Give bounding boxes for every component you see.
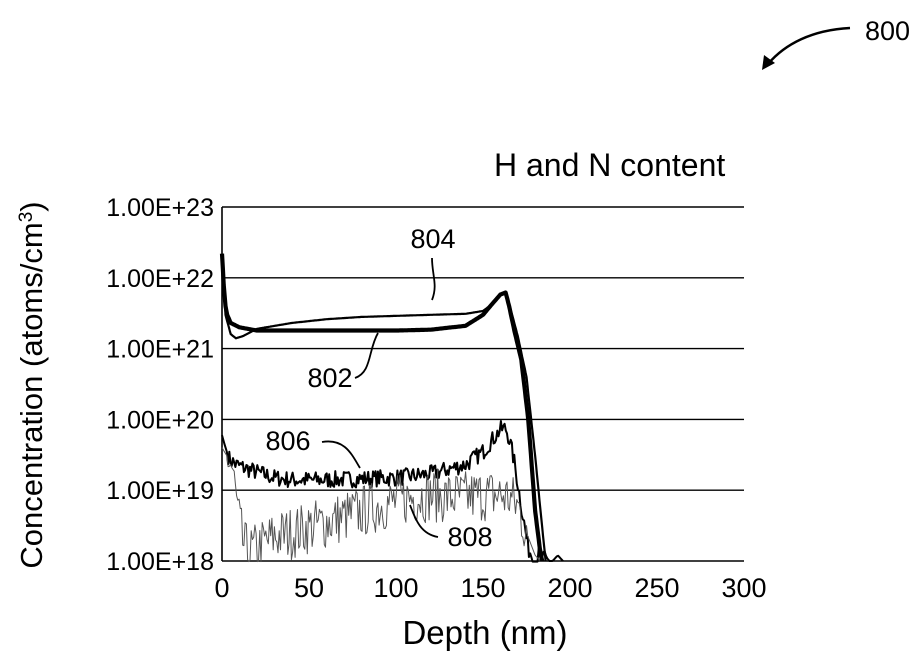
x-tick-label: 0 [214,573,229,603]
callout-leader-802 [354,332,379,379]
series-line-804 [220,256,547,562]
x-tick-label: 300 [721,573,766,603]
chart-title: H and N content [494,147,725,183]
callout-leader-804 [431,257,436,301]
grid-lines [221,206,744,562]
figure-ref-label: 800 [865,16,910,46]
y-tick-label: 1.00E+19 [106,477,214,505]
x-tick-label: 50 [294,573,324,603]
y-axis-label: Concentration (atoms/cm3) [14,201,49,568]
figure-ref-arrow [767,26,851,65]
callouts: 804 802 806 808 [265,224,492,552]
x-tick-label: 200 [547,573,592,603]
callout-leader-806 [321,440,361,469]
y-tick-label: 1.00E+22 [106,265,214,293]
y-tick-label: 1.00E+21 [106,336,214,364]
callout-leader-808 [409,504,439,538]
y-tick-label: 1.00E+23 [106,194,214,222]
callout-label-804: 804 [410,224,455,254]
series-lines [219,253,564,563]
y-tick-label: 1.00E+20 [106,406,214,434]
y-tick-label: 1.00E+18 [106,548,214,576]
series-line-806 [221,420,564,563]
x-tick-label: 150 [460,573,505,603]
figure-ref-arrowhead [762,55,775,70]
callout-label-808: 808 [447,522,492,552]
x-tick-label: 250 [634,573,679,603]
x-tick-labels: 0 50 100 150 200 250 300 [214,573,766,603]
callout-label-802: 802 [307,363,352,393]
x-tick-label: 100 [373,573,418,603]
callout-label-806: 806 [265,426,310,456]
y-tick-labels: 1.00E+23 1.00E+22 1.00E+21 1.00E+20 1.00E+19… [106,194,214,576]
x-axis-label: Depth (nm) [402,614,567,651]
series-line-808 [221,447,541,563]
